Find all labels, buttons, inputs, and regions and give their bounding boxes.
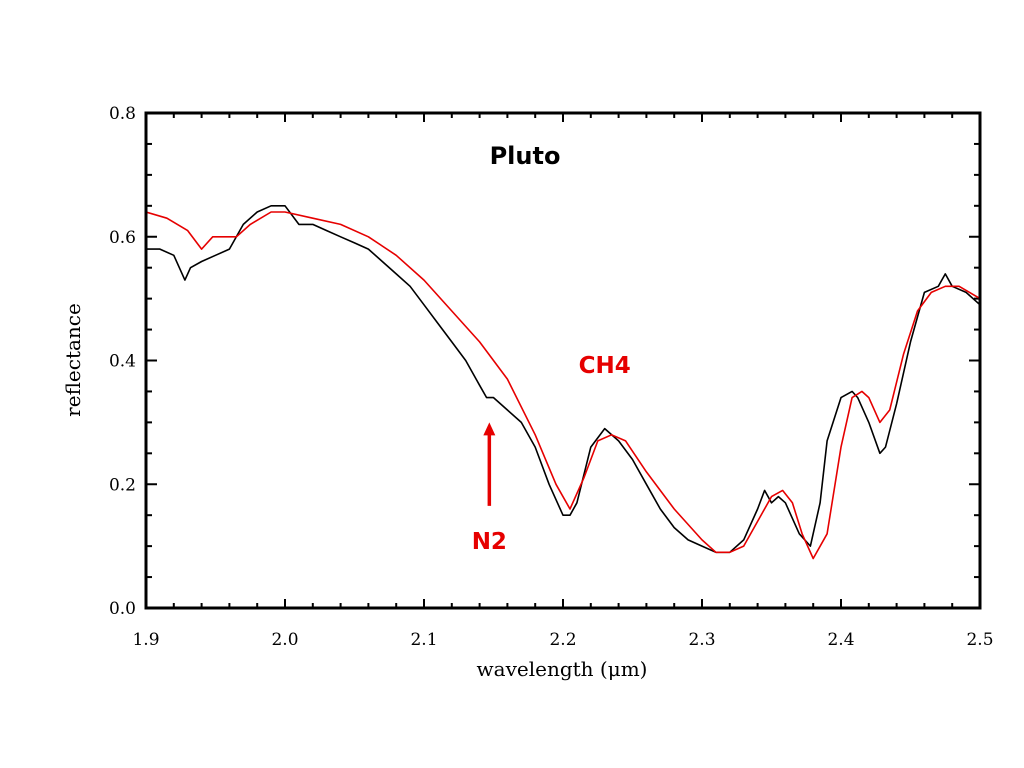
y-tick-label: 0.2 [109, 475, 136, 495]
y-axis-label: reflectance [61, 303, 85, 417]
y-tick-label: 0.8 [109, 104, 136, 124]
x-tick-label: 2.2 [549, 630, 576, 650]
x-tick-label: 1.9 [132, 630, 159, 650]
x-tick-label: 2.0 [271, 630, 298, 650]
model-spectrum-line [146, 211, 980, 560]
annotation-ch4: CH4 [579, 353, 631, 379]
annotation-n2: N2 [472, 529, 507, 555]
observed-spectrum-line [146, 205, 980, 554]
chart-title: Pluto [490, 142, 561, 170]
tick-labels: 1.9 2.0 2.1 2.2 2.3 2.4 2.5 0.0 0.2 0.4 0.6 0.8 [109, 104, 994, 650]
x-axis-label: wavelength (μm) [477, 657, 648, 681]
y-tick-label: 0.4 [109, 352, 136, 372]
plot-frame [144, 111, 982, 610]
y-tick-label: 0.6 [109, 228, 136, 248]
n2-arrow-head [483, 422, 496, 436]
x-tick-label: 2.4 [827, 630, 854, 650]
x-tick-label: 2.3 [688, 630, 715, 650]
series-layer [146, 205, 980, 560]
annotations: CH4 N2 [472, 353, 631, 555]
x-tick-label: 2.5 [966, 630, 993, 650]
x-tick-label: 2.1 [410, 630, 437, 650]
axis-ticks [145, 112, 981, 609]
y-tick-label: 0.0 [109, 599, 136, 619]
